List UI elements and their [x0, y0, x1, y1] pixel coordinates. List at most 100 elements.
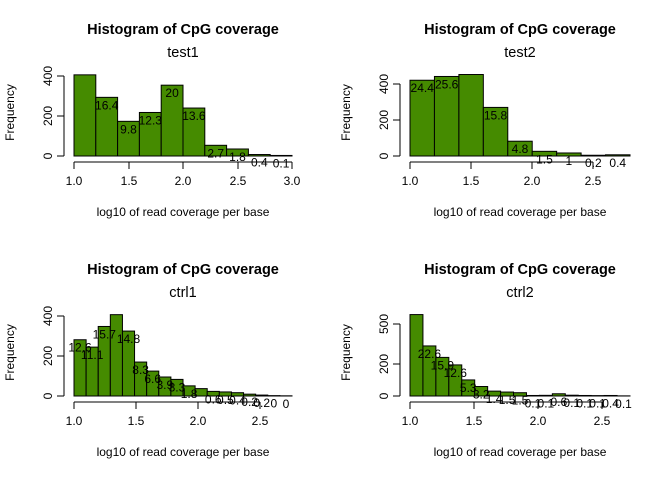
chart-title: Histogram of CpG coverage — [424, 22, 616, 38]
y-tick-label: 0 — [41, 152, 55, 159]
bar-value-label: 1.5 — [499, 393, 516, 407]
bar-value-label: 0.5 — [217, 393, 234, 407]
x-tick-label: 3.0 — [284, 174, 301, 188]
bar-value-label: 0.4 — [251, 156, 268, 170]
histogram-bar — [482, 106, 509, 157]
bar-value-label: 8.3 — [132, 363, 149, 377]
y-tick-label: 400 — [41, 306, 55, 326]
y-axis-label: Frequency — [3, 324, 17, 381]
y-tick-label: 0 — [377, 392, 391, 399]
x-tick-label: 2.0 — [524, 174, 541, 188]
bar-value-label: 20 — [165, 86, 179, 100]
x-axis-label: log10 of read coverage per base — [97, 445, 270, 459]
x-tick-label: 1.5 — [463, 174, 480, 188]
chart-subtitle: test1 — [167, 45, 198, 61]
x-tick-label: 1.5 — [121, 174, 138, 188]
y-tick-label: 200 — [41, 106, 55, 126]
histogram-panel-test1: Histogram of CpG coverage test1 16.49.812.… — [3, 22, 301, 219]
x-tick-label: 1.5 — [128, 414, 145, 428]
bar-value-label: 1.4 — [486, 392, 503, 406]
bar-value-label: 12.6 — [444, 366, 468, 380]
bar-value-label: 0.1 — [576, 396, 593, 410]
chart-subtitle: test2 — [504, 45, 535, 61]
x-tick-label: 2.5 — [230, 174, 247, 188]
bar-value-label: 0.1 — [525, 396, 542, 410]
bar-value-label: 0.2 — [253, 396, 270, 410]
bar-value-label: 4.8 — [512, 142, 529, 156]
y-axis-label: Frequency — [3, 84, 17, 141]
bar-value-label: 2.7 — [207, 146, 224, 160]
chart-title: Histogram of CpG coverage — [87, 22, 279, 38]
histogram-panel-test2: Histogram of CpG coverage test2 24.4 25.6 15… — [339, 22, 631, 219]
y-tick-label: 0 — [41, 392, 55, 399]
y-tick-label: 400 — [377, 74, 391, 94]
histogram-bar — [182, 107, 206, 157]
x-axis-label: log10 of read coverage per base — [434, 445, 607, 459]
x-tick-label: 2.5 — [585, 174, 602, 188]
bar-value-label: 15.9 — [431, 358, 455, 372]
bar-value-label: 13.6 — [182, 109, 206, 123]
y-tick-label: 500 — [377, 314, 391, 334]
histogram-bar — [226, 148, 249, 157]
bar-value-label: 15.8 — [484, 108, 508, 122]
x-tick-label: 2.0 — [175, 174, 192, 188]
histogram-bar — [458, 74, 484, 157]
histogram-panel-ctrl2: Histogram of CpG coverage ctrl2 22.615.912… — [339, 262, 632, 459]
y-tick-label: 200 — [41, 346, 55, 366]
bar-value-label: 9.8 — [120, 122, 137, 136]
bar-value-label: 16.4 — [95, 98, 119, 112]
bar-value-label: 12.3 — [139, 113, 163, 127]
chart-title: Histogram of CpG coverage — [424, 262, 616, 278]
bar-value-label: 1.5 — [536, 152, 553, 166]
bar-value-label: 15.7 — [93, 327, 117, 341]
y-axis-label: Frequency — [339, 84, 353, 141]
x-tick-label: 2.0 — [190, 414, 207, 428]
bar-value-label: 0 — [283, 397, 290, 411]
bar-value-label: 1.8 — [181, 387, 198, 401]
bar-value-label: 0.4 — [609, 156, 626, 170]
bar-value-label: 22.6 — [418, 347, 442, 361]
histogram-bar — [605, 154, 631, 157]
x-tick-label: 1.5 — [466, 414, 483, 428]
bar-value-label: 3.2 — [473, 388, 490, 402]
y-tick-label: 0 — [377, 152, 391, 159]
x-tick-label: 1.0 — [402, 174, 419, 188]
bar-value-label: 0 — [270, 397, 277, 411]
y-tick-label: 200 — [377, 110, 391, 130]
y-tick-label: 200 — [377, 354, 391, 374]
bar-value-label: 0.1 — [538, 396, 555, 410]
x-tick-label: 2.0 — [530, 414, 547, 428]
histogram-panel-ctrl1: Histogram of CpG coverage ctrl1 12.611.1 15… — [3, 262, 293, 459]
chart-subtitle: ctrl2 — [506, 285, 533, 301]
bar-value-label: 3.9 — [156, 378, 173, 392]
histogram-bar — [507, 140, 533, 157]
x-tick-label: 1.0 — [66, 414, 83, 428]
bar-value-label: 0.1 — [273, 156, 290, 170]
x-tick-label: 2.5 — [594, 414, 611, 428]
x-axis-label: log10 of read coverage per base — [97, 205, 270, 219]
x-tick-label: 2.5 — [252, 414, 269, 428]
chart-title: Histogram of CpG coverage — [87, 262, 279, 278]
bar-value-label: 0.1 — [615, 397, 632, 411]
histogram-bar — [556, 152, 582, 157]
y-tick-label: 400 — [41, 66, 55, 86]
histogram-bar — [269, 154, 293, 157]
bar-value-label: 1 — [566, 154, 573, 168]
bar-value-label: 0.4 — [602, 396, 619, 410]
bar-value-label: 6.6 — [144, 372, 161, 386]
x-tick-label: 1.0 — [66, 174, 83, 188]
x-axis-label: log10 of read coverage per base — [434, 205, 607, 219]
bar-value-label: 25.6 — [435, 77, 459, 91]
bar-value-label: 1.8 — [229, 150, 246, 164]
bar-value-label: 24.4 — [411, 81, 435, 95]
histogram-bar — [409, 79, 435, 157]
bar-value-label: 0.6 — [205, 392, 222, 406]
bar-value-label: 14.8 — [117, 332, 141, 346]
x-tick-label: 1.0 — [402, 414, 419, 428]
chart-subtitle: ctrl1 — [169, 285, 196, 301]
bar-value-label: 0.1 — [563, 396, 580, 410]
y-axis-label: Frequency — [339, 324, 353, 381]
bar-value-label: 1.5 — [512, 394, 529, 408]
histogram-bar — [73, 74, 97, 157]
